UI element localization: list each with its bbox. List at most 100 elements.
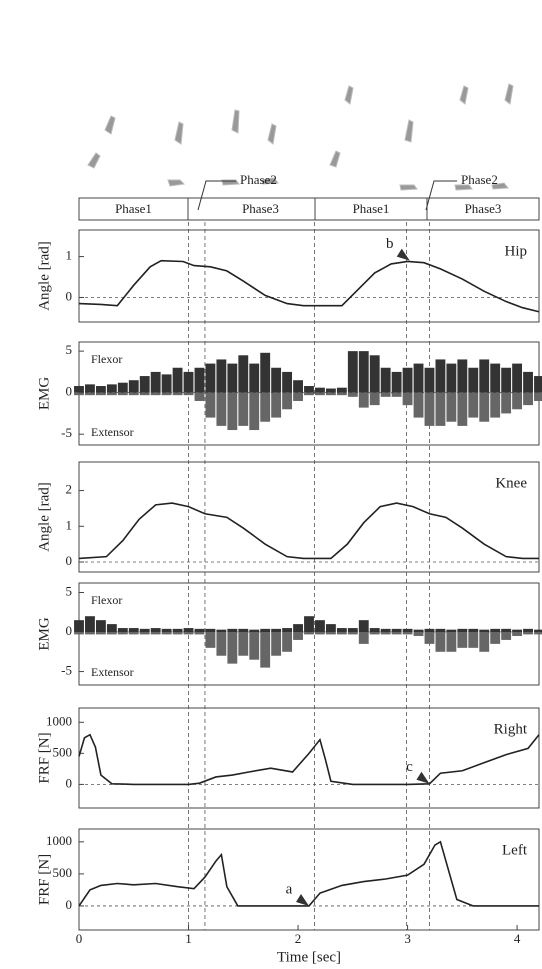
panel-label: Knee: [495, 475, 527, 491]
emg-bar: [249, 632, 260, 660]
y-axis-label: FRF [N]: [36, 732, 52, 783]
emg-bar: [271, 632, 282, 656]
emg-bar: [260, 392, 271, 422]
emg-bar: [424, 632, 435, 644]
emg-bar: [325, 388, 336, 393]
emg-bar: [304, 632, 314, 635]
emg-bar: [347, 632, 358, 635]
emg-bar: [106, 392, 117, 396]
y-axis-label: FRF [N]: [36, 854, 52, 905]
emg-bar: [347, 628, 358, 633]
emg-bar: [74, 386, 84, 393]
emg-bar: [85, 392, 95, 396]
x-tick-label: 1: [185, 931, 192, 946]
emg-bar: [391, 628, 402, 633]
emg-bar: [358, 351, 369, 393]
y-tick-label: 1000: [46, 833, 72, 848]
series-label: Extensor: [91, 425, 134, 439]
emg-bar: [501, 392, 512, 414]
series-label: Extensor: [91, 665, 134, 679]
emg-bar: [128, 380, 139, 393]
emg-bar: [358, 632, 369, 644]
emg-bar: [293, 632, 303, 640]
annotation-label: a: [286, 881, 293, 897]
annotation-arrow: [296, 893, 309, 906]
emg-bar: [74, 632, 84, 635]
y-axis-label: EMG: [36, 617, 52, 651]
y-tick-label: 2: [66, 482, 73, 497]
panel-label: Hip: [505, 243, 528, 259]
line: [78, 840, 539, 907]
emg-bar: [293, 380, 303, 393]
stick-figures: [87, 83, 514, 191]
emg-bar: [106, 624, 117, 633]
y-tick-label: 1: [66, 248, 73, 263]
y-tick-label: 1: [66, 517, 73, 532]
emg-bar: [457, 632, 468, 648]
emg-bar: [183, 628, 194, 633]
emg-bar: [216, 359, 227, 393]
emg-bar: [271, 367, 282, 393]
emg-bar: [490, 628, 501, 633]
phase-bar: [78, 197, 540, 221]
emg-bar: [249, 392, 260, 431]
y-tick-label: -5: [61, 663, 72, 678]
y-tick-label: 0: [66, 775, 73, 790]
emg-bar: [238, 355, 249, 393]
emg-bar: [85, 616, 95, 633]
emg-bar: [139, 392, 150, 396]
emg-bar: [194, 367, 205, 393]
annotation-label: b: [386, 236, 394, 252]
emg-bar: [336, 632, 347, 635]
emg-bar: [325, 624, 336, 633]
emg-bar: [512, 392, 523, 410]
line: [78, 733, 540, 786]
emg-bar: [216, 629, 227, 633]
emg-bar: [95, 620, 106, 633]
emg-bar: [347, 392, 358, 397]
emg-bar: [479, 359, 490, 393]
emg-bar: [315, 632, 325, 635]
y-tick-label: 500: [53, 744, 73, 759]
emg-bar: [95, 392, 106, 396]
emg-bar: [534, 629, 542, 633]
emg-bar: [172, 628, 183, 633]
emg-bar: [523, 628, 533, 633]
y-tick-label: 500: [53, 865, 73, 880]
emg-bar: [150, 371, 161, 393]
emg-bar: [534, 376, 542, 393]
emg-bar: [369, 628, 380, 633]
emg-bar: [369, 392, 380, 406]
y-tick-label: 0: [66, 288, 73, 303]
emg-bar: [238, 392, 249, 426]
emg-bar: [74, 620, 84, 633]
emg-bar: [369, 632, 380, 635]
emg-bar: [446, 392, 457, 422]
panel-frame: [78, 828, 540, 931]
emg-bar: [391, 371, 402, 393]
emg-bar: [150, 632, 161, 635]
emg-bar: [457, 359, 468, 393]
annotation-arrow: [396, 248, 410, 261]
emg-bar: [85, 632, 95, 635]
emg-bar: [139, 632, 150, 635]
emg-bar: [424, 367, 435, 393]
emg-bar: [325, 392, 336, 396]
emg-bar: [315, 620, 325, 633]
emg-bar: [501, 367, 512, 393]
y-tick-label: 5: [66, 583, 73, 598]
emg-bar: [358, 392, 369, 408]
x-axis-label: Time [sec]: [277, 949, 341, 965]
panel-label: Left: [502, 842, 528, 858]
emg-bar: [380, 392, 391, 397]
emg-bar: [512, 632, 523, 636]
x-tick-label: 2: [295, 931, 302, 946]
emg-bar: [358, 620, 369, 633]
emg-bar: [512, 629, 523, 633]
emg-bar: [293, 392, 303, 401]
emg-bar: [128, 632, 139, 635]
emg-bar: [216, 632, 227, 656]
emg-bar: [249, 363, 260, 393]
emg-bar: [446, 363, 457, 393]
emg-bar: [85, 384, 95, 393]
